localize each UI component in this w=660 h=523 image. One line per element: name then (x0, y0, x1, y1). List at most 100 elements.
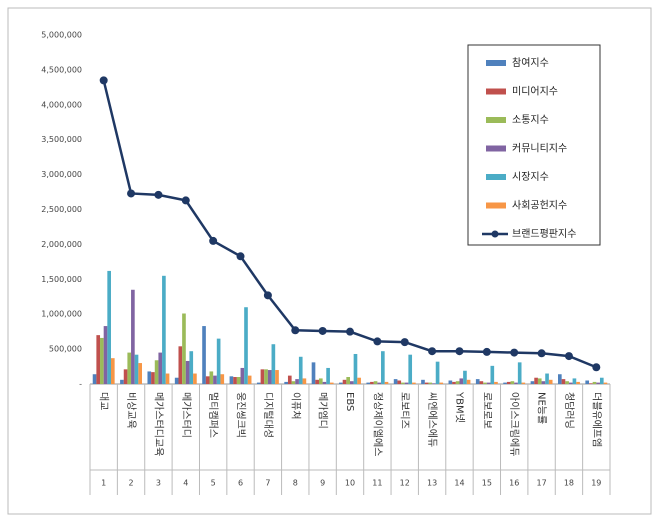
rank-label: 10 (345, 479, 355, 488)
bar (366, 382, 371, 384)
line-marker (482, 347, 491, 356)
x-tick-label: 로보로보 (481, 392, 493, 429)
bar (138, 363, 142, 384)
bar (213, 375, 217, 384)
bar (503, 382, 507, 384)
legend-swatch (486, 202, 506, 209)
bar (589, 383, 593, 384)
legend-box (467, 44, 601, 246)
legend-label: 시장지수 (512, 171, 549, 183)
bar (205, 376, 210, 384)
bar (428, 382, 433, 384)
bar (408, 354, 413, 384)
x-tick-label: EBS (344, 392, 355, 411)
x-tick-label: 정상제이엘에스 (371, 392, 384, 456)
rank-label: 5 (211, 479, 216, 488)
y-tick-label: 1,000,000 (41, 310, 82, 319)
bar (576, 381, 580, 384)
line-marker (373, 337, 382, 346)
bar (202, 326, 206, 384)
bar (483, 382, 487, 384)
x-tick-label: 아이스크림에듀 (508, 392, 520, 456)
rank-label: 15 (482, 479, 492, 488)
bar (291, 381, 296, 384)
y-tick-label: 4,000,000 (41, 100, 82, 109)
line-marker (236, 252, 245, 261)
line-marker (455, 347, 464, 356)
bar (412, 382, 416, 384)
legend-swatch (486, 174, 506, 180)
bar (384, 381, 389, 384)
legend-label: 미디어지수 (512, 86, 558, 98)
bar (298, 356, 303, 384)
x-tick-label: 디지털대성 (262, 392, 274, 438)
bar (100, 337, 104, 384)
bar (514, 382, 518, 384)
bar (455, 381, 460, 384)
line-marker (346, 327, 354, 336)
bar (585, 380, 590, 384)
bar (565, 381, 569, 384)
bar (568, 382, 573, 384)
bar (530, 381, 535, 384)
legend-label: 브랜드평판지수 (512, 228, 576, 240)
rank-label: 11 (372, 479, 382, 488)
bar (247, 375, 252, 384)
bar (158, 352, 163, 384)
rank-label: 14 (454, 479, 464, 488)
bar (537, 378, 542, 384)
bar (592, 381, 597, 384)
rank-label: 6 (238, 479, 243, 488)
bar (603, 382, 608, 384)
bar (134, 354, 139, 384)
bar (220, 374, 225, 384)
bar (244, 307, 248, 384)
bar (404, 382, 409, 384)
bar (329, 382, 334, 384)
x-tick-label: 씨엔에스에듀 (426, 392, 438, 447)
bar (120, 379, 124, 384)
x-tick-label: 메가스터디 (180, 392, 192, 438)
rank-label: 17 (536, 479, 546, 488)
bar (96, 335, 101, 384)
line-marker (510, 348, 519, 357)
x-tick-label: 메가스터디교육 (152, 392, 164, 456)
x-tick-label: 대교 (98, 392, 110, 410)
line-marker (99, 76, 108, 85)
bar (421, 379, 425, 384)
y-tick-label: 2,500,000 (41, 205, 82, 214)
bar (541, 381, 546, 384)
line-marker (537, 349, 546, 358)
x-tick-label: NE능률 (536, 392, 548, 424)
y-tick-label: - (79, 380, 82, 389)
bar (377, 382, 382, 384)
bar (459, 378, 464, 384)
bar (92, 374, 97, 384)
bar (353, 353, 358, 384)
bar (350, 381, 354, 384)
legend-swatch (486, 88, 506, 95)
rank-label: 9 (320, 479, 325, 488)
bar (339, 382, 343, 384)
bar (216, 338, 221, 384)
bar (346, 377, 350, 384)
rank-label: 16 (509, 479, 519, 488)
rank-label: 18 (564, 479, 574, 488)
bar (107, 270, 111, 384)
bar (475, 379, 480, 384)
line-marker (318, 326, 327, 335)
rank-label: 12 (400, 479, 410, 488)
y-tick-label: 2,000,000 (41, 240, 82, 249)
line-marker (127, 189, 136, 198)
bar (432, 383, 436, 384)
y-tick-label: 500,000 (49, 345, 82, 354)
legend-marker (491, 230, 499, 238)
bar (381, 351, 385, 384)
rank-label: 13 (427, 479, 437, 488)
bar (561, 379, 566, 384)
y-tick-label: 5,000,000 (41, 31, 82, 40)
rank-label: 2 (129, 479, 134, 488)
line-marker (428, 347, 437, 356)
bar (486, 382, 491, 384)
